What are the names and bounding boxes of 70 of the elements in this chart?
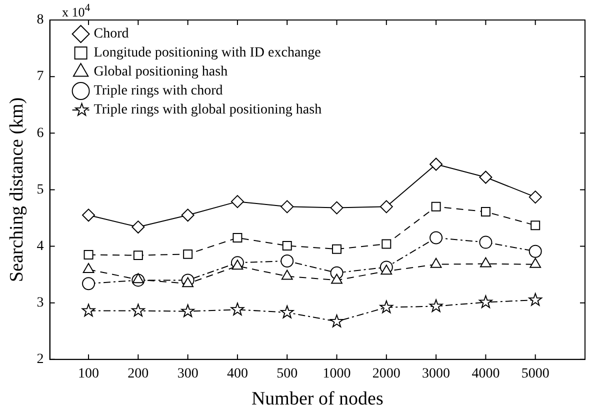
x-tick-label: 300 <box>177 366 198 382</box>
point <box>230 195 244 208</box>
point <box>132 220 145 234</box>
point <box>480 207 490 217</box>
point <box>429 299 443 312</box>
point <box>84 250 94 260</box>
point <box>281 270 293 280</box>
legend-label: Triple rings with global positioning hash <box>94 102 322 118</box>
point <box>430 158 443 171</box>
legend-label: Chord <box>94 26 129 42</box>
point <box>82 277 96 290</box>
x-axis-title: Number of nodes <box>251 388 384 410</box>
y-tick-label: 5 <box>36 182 44 198</box>
x-tick-label: 200 <box>128 366 149 382</box>
y-axis-title: Searching distance (km) <box>6 97 28 282</box>
point <box>82 304 96 317</box>
point <box>430 258 442 268</box>
point <box>528 190 542 204</box>
y-tick-label: 2 <box>36 352 44 368</box>
point <box>480 257 492 268</box>
x-tick-label: 500 <box>276 366 298 382</box>
point <box>131 304 145 317</box>
legend-label: Global positioning hash <box>94 64 228 80</box>
y-tick-label: 7 <box>36 69 44 84</box>
point <box>232 233 242 243</box>
point <box>182 277 194 288</box>
point <box>332 244 342 254</box>
point <box>380 264 392 275</box>
y-tick-label: 4 <box>36 238 44 254</box>
x-tick-label: 400 <box>226 366 248 382</box>
x-tick-label: 5000 <box>521 366 550 382</box>
point <box>181 208 194 222</box>
point <box>282 240 292 250</box>
point <box>133 250 143 260</box>
point <box>280 254 294 268</box>
point <box>82 208 96 222</box>
point <box>230 302 244 316</box>
point <box>431 202 441 212</box>
x-tick-label: 1000 <box>322 366 351 382</box>
point <box>479 295 492 308</box>
point <box>528 244 542 258</box>
point <box>530 258 542 268</box>
point <box>280 200 294 214</box>
legend-label: Triple rings with chord <box>94 84 223 99</box>
point <box>330 201 344 214</box>
point <box>132 273 144 284</box>
text: x 10$^{4}$ <box>62 2 90 20</box>
x-tick-label: 4000 <box>472 366 500 382</box>
legend-label: Longitude positioning with ID exchange <box>94 46 321 61</box>
x-tick-label: 100 <box>78 366 100 382</box>
point <box>82 262 94 273</box>
y-tick-label: 8 <box>36 12 44 28</box>
point <box>380 200 393 214</box>
y-tick-label: 6 <box>36 126 44 141</box>
point <box>330 314 344 328</box>
x-tick-label: 3000 <box>422 366 450 382</box>
point <box>280 305 294 318</box>
point <box>479 236 492 249</box>
point <box>331 274 342 284</box>
point <box>380 300 394 314</box>
point <box>430 231 443 244</box>
point <box>528 293 542 306</box>
point <box>232 260 244 270</box>
point <box>530 220 540 230</box>
point <box>183 249 193 259</box>
x-tick-label: 2000 <box>372 366 400 382</box>
point <box>382 239 392 249</box>
point <box>479 170 492 184</box>
point <box>181 304 194 318</box>
y-tick-label: 3 <box>36 296 44 311</box>
